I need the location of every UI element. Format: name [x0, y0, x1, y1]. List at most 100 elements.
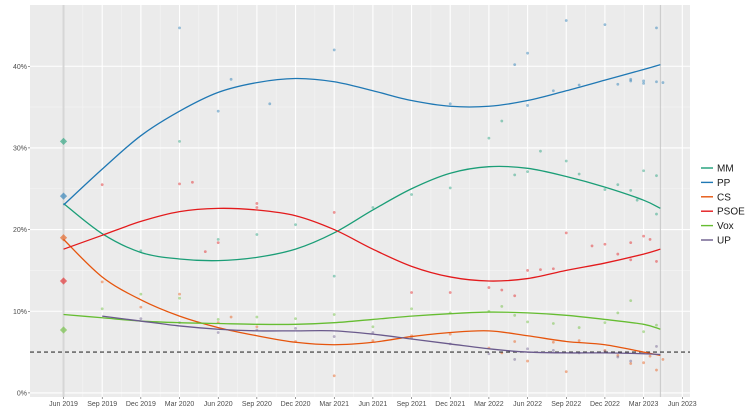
poll-point-vox	[255, 315, 259, 319]
poll-point-up	[332, 335, 336, 338]
poll-point-up	[526, 347, 529, 351]
poll-point-psoe	[487, 286, 491, 289]
poll-point-pp	[603, 23, 607, 26]
legend: MM PP CS PSOE Vox UP	[701, 164, 745, 247]
poll-point-cs	[564, 370, 568, 374]
poll-point-pp	[616, 82, 620, 86]
x-tick-label: Mar 2022	[474, 401, 504, 408]
poll-point-pp	[577, 83, 581, 87]
poll-point-cs	[648, 354, 652, 358]
poll-point-vox	[371, 325, 375, 329]
poll-point-mm	[513, 173, 517, 177]
y-tick-label: 30%	[13, 145, 27, 152]
poll-point-psoe	[178, 182, 181, 186]
poll-point-up	[513, 358, 517, 361]
poll-point-pp	[655, 26, 658, 30]
poll-point-pp	[526, 104, 529, 107]
poll-point-mm	[539, 149, 542, 153]
poll-point-mm	[216, 237, 220, 241]
election-result-psoe	[59, 277, 68, 285]
poll-point-up	[629, 359, 633, 363]
x-tick-label: Mar 2020	[165, 401, 195, 408]
poll-point-mm	[410, 193, 413, 196]
poll-point-cs	[616, 353, 620, 357]
poll-point-vox	[577, 326, 581, 329]
poll-point-vox	[332, 313, 336, 316]
poll-point-up	[551, 349, 555, 352]
poll-point-pp	[178, 26, 181, 30]
poll-point-psoe	[255, 202, 259, 205]
x-tick-label: Jun 2020	[204, 401, 233, 408]
poll-point-psoe	[216, 241, 220, 245]
poll-point-vox	[603, 321, 607, 325]
poll-point-cs	[629, 362, 633, 365]
x-tick-label: Dec 2019	[126, 401, 156, 408]
poll-point-pp	[629, 77, 633, 81]
poll-point-pp	[642, 82, 645, 85]
poll-point-pp	[513, 63, 517, 67]
poll-point-psoe	[551, 267, 555, 271]
x-tick-label: Mar 2021	[319, 401, 349, 408]
election-result-pp	[59, 192, 68, 200]
poll-point-vox	[551, 322, 555, 325]
poll-point-psoe	[332, 211, 336, 214]
trend-line-pp	[63, 63, 661, 206]
x-tick-label: Jun 2019	[49, 401, 78, 408]
poll-point-psoe	[616, 252, 620, 256]
poll-point-psoe	[648, 237, 652, 241]
poll-point-vox	[100, 307, 104, 311]
x-tick-label: Dec 2020	[281, 401, 311, 408]
poll-point-pp	[551, 89, 555, 93]
poll-point-vox	[526, 320, 529, 324]
poll-point-vox	[513, 313, 517, 317]
y-tick-label: 40%	[13, 64, 27, 71]
poll-point-psoe	[410, 291, 413, 294]
election-results	[59, 137, 68, 334]
legend-label-pp: PP	[717, 178, 731, 189]
poll-point-psoe	[513, 294, 517, 298]
legend-label-vox: Vox	[717, 221, 734, 232]
poll-point-pp	[655, 80, 658, 84]
poll-point-up	[216, 331, 220, 334]
poll-point-pp	[332, 48, 336, 52]
poll-point-mm	[655, 174, 658, 178]
poll-point-cs	[642, 361, 645, 365]
poll-point-up	[294, 327, 297, 330]
poll-point-mm	[603, 188, 607, 191]
poll-point-mm	[294, 223, 297, 227]
poll-point-psoe	[629, 241, 633, 245]
poll-point-pp	[216, 109, 220, 113]
poll-point-cs	[229, 315, 233, 319]
trend-line-psoe	[63, 207, 661, 282]
trend-line-vox	[63, 311, 661, 330]
trend-lines	[63, 63, 661, 356]
poll-point-psoe	[191, 180, 194, 184]
poll-point-mm	[635, 198, 639, 202]
poll-point-cs	[371, 339, 375, 343]
poll-point-pp	[229, 77, 233, 81]
poll-point-cs	[577, 339, 581, 343]
poll-point-mm	[564, 159, 568, 163]
poll-point-cs	[255, 325, 259, 329]
election-result-cs	[59, 234, 68, 242]
poll-point-mm	[332, 274, 336, 278]
poll-point-up	[371, 331, 375, 334]
legend-label-mm: MM	[717, 164, 734, 175]
poll-point-mm	[487, 136, 491, 140]
poll-point-vox	[655, 323, 658, 327]
poll-point-mm	[616, 183, 620, 187]
x-tick-label: Jun 2023	[668, 401, 697, 408]
poll-point-mm	[577, 172, 581, 176]
poll-point-psoe	[448, 291, 452, 294]
poll-points	[100, 19, 665, 378]
poll-point-psoe	[255, 206, 259, 209]
legend-label-up: UP	[717, 236, 731, 247]
poll-point-psoe	[526, 269, 529, 272]
x-tick-label: Dec 2021	[435, 401, 465, 408]
poll-point-vox	[500, 304, 504, 308]
poll-point-up	[487, 352, 491, 356]
y-axis-tick-labels: 0% 10% 20% 30% 40%	[13, 64, 30, 397]
poll-point-cs	[526, 359, 529, 363]
poll-point-psoe	[203, 250, 207, 254]
